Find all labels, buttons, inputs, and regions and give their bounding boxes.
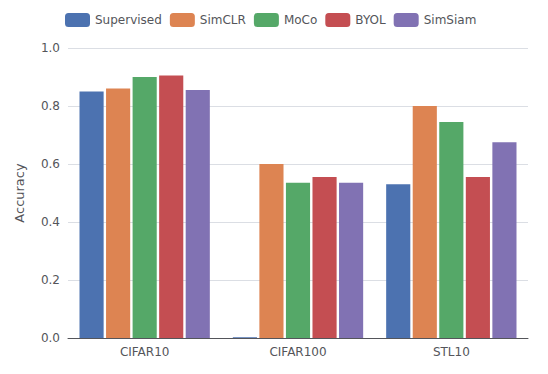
svg-text:0.2: 0.2 (41, 273, 60, 287)
svg-text:STL10: STL10 (433, 345, 470, 359)
svg-text:Supervised: Supervised (95, 13, 162, 27)
svg-text:MoCo: MoCo (284, 13, 317, 27)
svg-text:Accuracy: Accuracy (12, 163, 27, 223)
svg-text:0.4: 0.4 (41, 215, 60, 229)
svg-text:0.8: 0.8 (41, 99, 60, 113)
svg-text:BYOL: BYOL (355, 13, 386, 27)
svg-text:SimSiam: SimSiam (424, 13, 477, 27)
svg-text:0.6: 0.6 (41, 157, 60, 171)
svg-text:SimCLR: SimCLR (200, 13, 246, 27)
svg-text:CIFAR100: CIFAR100 (269, 345, 326, 359)
svg-text:CIFAR10: CIFAR10 (120, 345, 170, 359)
svg-text:1.0: 1.0 (41, 41, 60, 55)
svg-text:0.0: 0.0 (41, 331, 60, 345)
